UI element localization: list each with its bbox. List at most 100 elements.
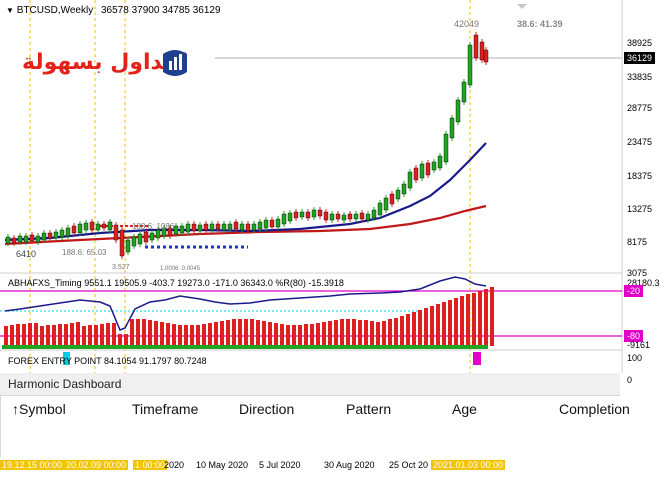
candle-body: [401, 183, 407, 195]
column-pattern[interactable]: Pattern: [346, 401, 392, 417]
dashboard-title-bar[interactable]: Harmonic Dashboard: [0, 373, 620, 396]
candle-body: [155, 229, 161, 239]
candle-body: [167, 227, 173, 237]
price-axis-label: 13275: [627, 204, 653, 214]
histogram-bar: [262, 321, 266, 346]
histogram-bar: [340, 319, 344, 346]
column-completion[interactable]: Completion: [559, 401, 630, 417]
candle-body: [347, 213, 353, 220]
histogram-bar: [184, 325, 188, 346]
candle-body: [329, 213, 335, 221]
candle-body: [215, 223, 221, 230]
candle-body: [335, 213, 341, 220]
candle-body: [11, 237, 17, 244]
candle-body: [257, 221, 263, 230]
candle-body: [263, 219, 269, 229]
symbol-header: ▼ BTCUSD,Weekly 36578 37900 34785 36129: [6, 5, 221, 16]
timing-indicator-label: ABHAFXS_Timing 9551.1 19505.9 -403.7 192…: [8, 278, 344, 288]
candle-body: [5, 236, 11, 244]
histogram-bar: [214, 322, 218, 346]
time-axis-date-2: 20.02.09 00:00: [64, 460, 129, 470]
candle-body: [53, 231, 59, 239]
time-axis-date-1: 19.12.15 00:00: [0, 460, 65, 470]
candle-body: [431, 161, 437, 171]
overlap-label: 38.6: 41.39: [517, 19, 563, 29]
candle-body: [143, 231, 149, 243]
logo-text: التداول بسهولة: [22, 50, 189, 75]
candle-body: [161, 227, 167, 237]
candle-body: [293, 211, 299, 219]
candle-body: [455, 99, 461, 123]
candle-body: [233, 221, 239, 230]
histogram-bar: [160, 322, 164, 346]
symbol-label: BTCUSD,Weekly: [16, 5, 94, 16]
candle-body: [41, 232, 47, 241]
histogram-bar: [172, 324, 176, 346]
candle-body: [413, 167, 419, 181]
peak-label: 42049: [454, 19, 480, 29]
histogram-bar: [10, 325, 14, 346]
candle-body: [59, 229, 65, 238]
histogram-bar: [148, 320, 152, 346]
logo-icon: [163, 50, 187, 76]
price-chart[interactable]: [0, 0, 663, 373]
candle-body: [119, 229, 125, 257]
histogram-bar: [274, 323, 278, 346]
ohlc-values: 36578 37900 34785 36129: [100, 5, 221, 16]
histogram-bar: [286, 325, 290, 346]
histogram-bar: [256, 320, 260, 346]
column-direction[interactable]: Direction: [239, 401, 295, 417]
histogram-bar: [448, 300, 452, 346]
candle-body: [395, 189, 401, 200]
histogram-bar: [478, 291, 482, 346]
time-axis-label-2: 10 May 2020: [196, 460, 249, 470]
candle-body: [113, 224, 119, 241]
column-timeframe[interactable]: Timeframe: [132, 401, 199, 417]
candle-body: [483, 49, 489, 63]
histogram-bar: [472, 293, 476, 346]
candle-body: [95, 223, 101, 231]
collapse-icon[interactable]: ▼: [6, 6, 14, 15]
entry-point-highlight: [63, 352, 70, 365]
time-axis-date-current: 2021.01.03 00:00: [431, 460, 506, 470]
histogram-bar: [178, 325, 182, 346]
histogram-bar: [370, 321, 374, 346]
histogram-bar: [460, 296, 464, 346]
histogram-bar: [154, 321, 158, 346]
histogram-bar: [202, 324, 206, 346]
price-axis-label: 33835: [627, 72, 653, 82]
histogram-bar: [322, 322, 326, 346]
histogram-bar: [16, 324, 20, 346]
price-axis-label: 18375: [627, 171, 653, 181]
histogram-bar: [64, 324, 68, 346]
histogram-bar: [232, 319, 236, 346]
histogram-bar: [76, 322, 80, 346]
price-axis-label: 23475: [627, 137, 653, 147]
pattern-label-1: 188.6: 65.03: [62, 248, 107, 257]
histogram-bar: [412, 312, 416, 346]
histogram-bar: [466, 294, 470, 346]
column-age[interactable]: Age: [452, 401, 477, 417]
histogram-bar: [190, 325, 194, 346]
brand-logo: التداول بسهولة: [22, 44, 194, 86]
candle-body: [341, 214, 347, 221]
price-axis-label: 3075: [627, 268, 648, 278]
histogram-bar: [244, 319, 248, 346]
timing-scale-top: 28180.3: [627, 278, 660, 288]
histogram-bar: [46, 325, 50, 346]
histogram-bar: [400, 316, 404, 346]
level-low-tag: -80: [624, 330, 644, 342]
time-axis-label-4: 30 Aug 2020: [324, 460, 375, 470]
histogram-bar: [388, 319, 392, 346]
candle-body: [479, 41, 485, 61]
current-price-tag: 36129: [624, 52, 656, 64]
candle-body: [149, 232, 155, 241]
candlesticks: [5, 32, 489, 259]
candle-body: [203, 223, 209, 231]
candle-body: [407, 171, 413, 189]
histogram-bar: [88, 325, 92, 346]
column-symbol[interactable]: ↑Symbol: [12, 401, 66, 417]
histogram-bar: [454, 298, 458, 346]
entry-point-signal: [473, 352, 481, 365]
histogram-bar: [382, 321, 386, 346]
